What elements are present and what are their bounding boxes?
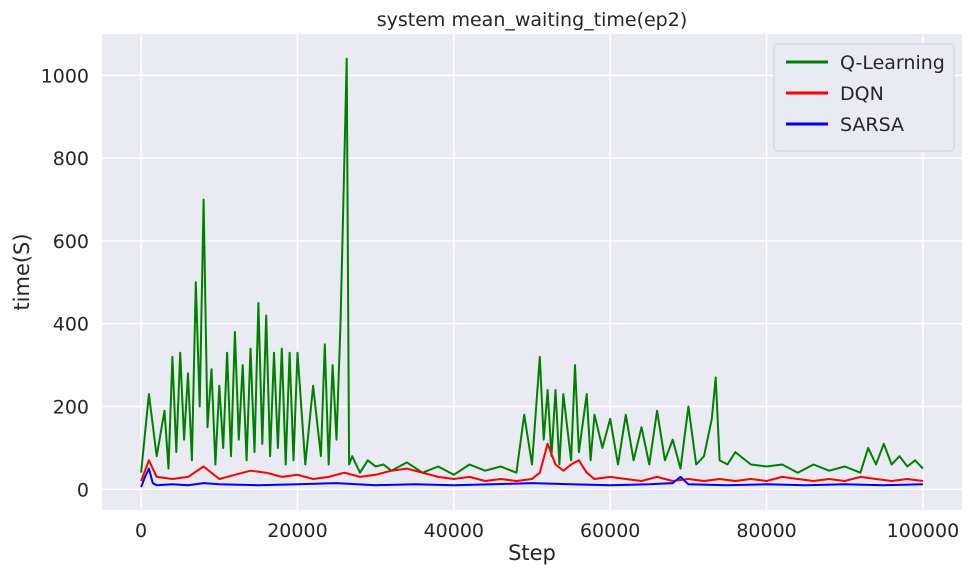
y-tick-label: 800 [53, 148, 89, 170]
x-tick-label: 80000 [736, 520, 796, 542]
series-line-sarsa [140, 467, 923, 488]
y-tick-label: 1000 [41, 65, 89, 87]
x-axis-ticks: 0 20000 40000 60000 80000 100000 [135, 520, 959, 542]
y-tick-label: 200 [53, 397, 89, 419]
x-axis-label: Step [508, 541, 556, 565]
y-tick-label: 600 [53, 231, 89, 253]
y-tick-label: 0 [77, 479, 89, 501]
legend-label: SARSA [840, 114, 904, 136]
legend: Q-Learning DQN SARSA [773, 43, 955, 152]
series-line-dqn [140, 442, 924, 482]
x-tick-label: 20000 [267, 520, 327, 542]
x-tick-label: 40000 [424, 520, 484, 542]
x-tick-label: 100000 [887, 520, 960, 542]
legend-label: Q-Learning [840, 52, 945, 74]
chart-title: system mean_waiting_time(ep2) [377, 9, 688, 31]
y-axis-label: time(S) [10, 233, 34, 310]
legend-label: DQN [840, 83, 884, 105]
series-layer [140, 57, 924, 488]
x-tick-label: 60000 [580, 520, 640, 542]
y-axis-ticks: 0 200 400 600 800 1000 [41, 65, 89, 501]
x-tick-label: 0 [135, 520, 147, 542]
y-tick-label: 400 [53, 314, 89, 336]
